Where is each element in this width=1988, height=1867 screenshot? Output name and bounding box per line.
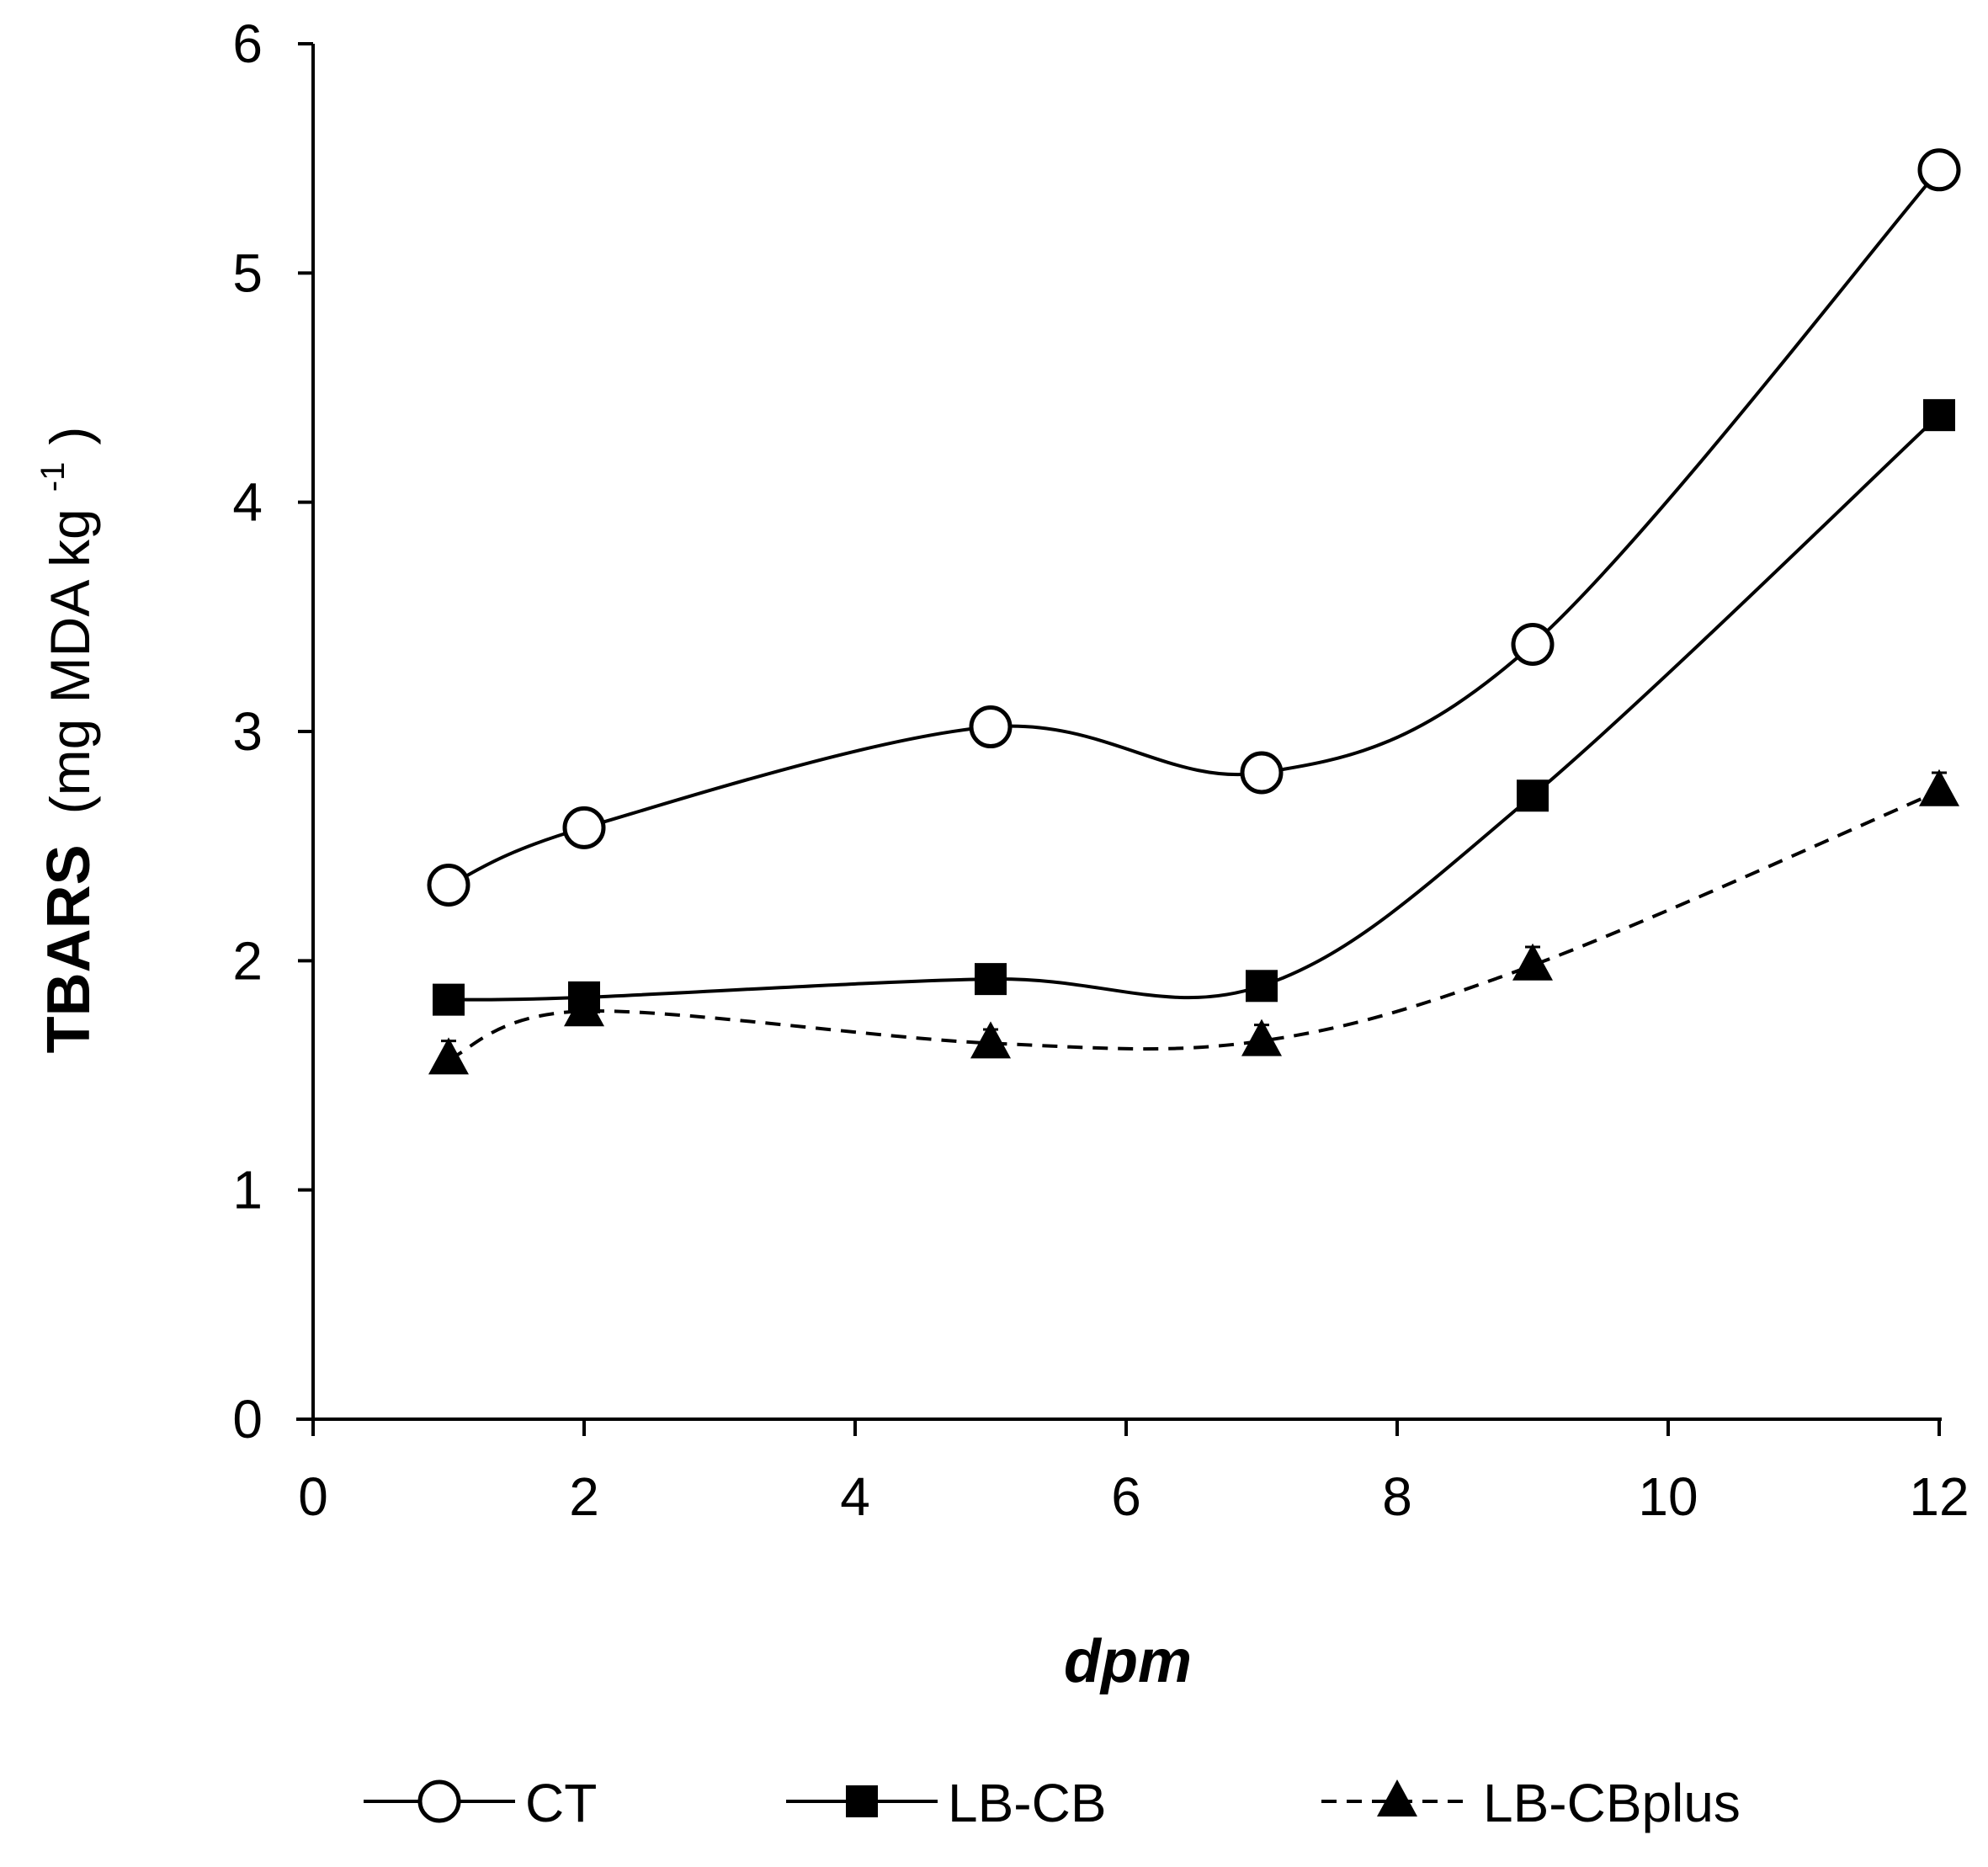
series-line-ct [448,168,1941,887]
data-point-lb-cb [1517,779,1549,812]
x-tick-label: 10 [1638,1466,1698,1527]
y-tick-label: 0 [232,1389,263,1449]
y-axis-title-superscript: -1 [35,462,72,492]
data-point-lb-cbplus [1241,1019,1282,1056]
data-point-ct [427,863,470,907]
data-point-ct [562,806,606,849]
legend-label-lb-cb: LB-CB [948,1773,1107,1833]
y-axis-title-main: TBARS [35,844,103,1053]
x-tick-label: 4 [840,1466,870,1527]
y-axis-title-unit: (mg MDA kg [39,508,101,814]
series-lb-cb [433,399,1955,1016]
data-point-lb-cb [1923,399,1955,432]
data-point-ct [1240,751,1284,795]
legend-item-lb-cbplus: LB-CBplus [1321,1773,1741,1833]
data-point-lb-cb [1246,970,1278,1003]
series-lb-cbplus [428,769,1959,1075]
data-point-lb-cbplus [1512,943,1553,981]
y-tick-label: 1 [232,1160,263,1221]
legend-marker-ct [417,1779,461,1823]
legend: CT LB-CB LB-CBplus [364,1773,1741,1833]
legend-item-lb-cb: LB-CB [786,1773,1107,1833]
x-axis-title: dpm [1064,1628,1192,1695]
x-tick-label: 8 [1382,1466,1412,1527]
y-tick-label: 3 [232,701,263,762]
y-tick-label: 4 [232,472,263,533]
data-point-ct [969,705,1013,749]
data-point-lb-cb [433,983,465,1016]
y-axis-title: TBARS (mg MDA kg -1 ) [10,427,103,1054]
plot-series [427,148,1961,1075]
x-tick-label: 0 [298,1466,328,1527]
y-tick-label: 2 [232,930,263,991]
series-line-lb-cb [448,413,1941,1002]
series-ct [427,148,1961,907]
y-tick-label: 5 [232,242,263,303]
data-point-ct [1917,148,1961,192]
data-point-lb-cbplus [1919,769,1959,806]
legend-item-ct: CT [364,1773,597,1833]
x-tick-label: 2 [569,1466,599,1527]
legend-marker-lb-cbplus [1377,1779,1417,1816]
data-point-lb-cbplus [428,1037,469,1075]
x-tick-label: 12 [1909,1466,1969,1527]
data-point-lb-cbplus [970,1021,1011,1059]
legend-marker-lb-cb [846,1785,878,1817]
series-line-lb-cbplus [448,789,1940,1061]
data-point-lb-cbplus [564,989,604,1027]
legend-label-lb-cbplus: LB-CBplus [1483,1773,1741,1833]
axes [296,44,1942,1421]
legend-label-ct: CT [525,1773,597,1833]
data-point-lb-cb [975,963,1007,996]
data-point-ct [1511,623,1555,667]
y-axis-title-close: ) [39,427,101,445]
y-tick-label: 6 [232,13,263,74]
x-tick-label: 6 [1111,1466,1141,1527]
